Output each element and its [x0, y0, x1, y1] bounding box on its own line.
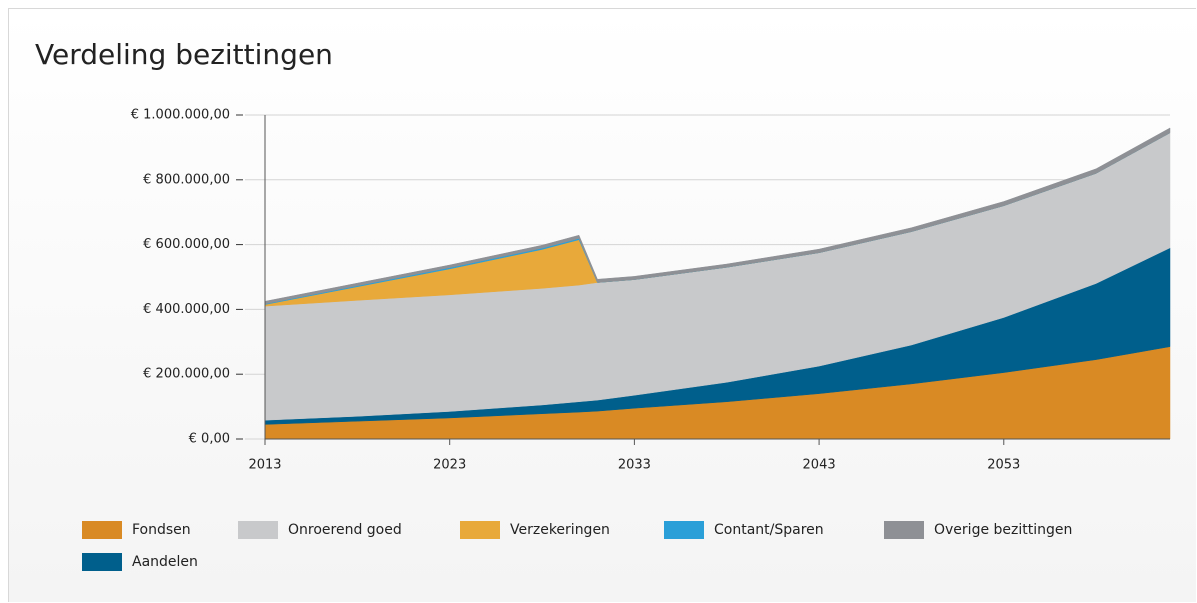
- y-tick-label: € 400.000,00: [143, 302, 230, 317]
- x-tick-label: 2053: [987, 458, 1020, 473]
- legend-label: Fondsen: [132, 522, 191, 538]
- y-tick-label: € 600.000,00: [143, 237, 230, 252]
- x-tick-label: 2033: [618, 458, 651, 473]
- x-tick-label: 2023: [433, 458, 466, 473]
- legend-label: Overige bezittingen: [934, 522, 1072, 538]
- area: [264, 127, 1171, 305]
- y-tick-label: € 1.000.000,00: [131, 108, 230, 123]
- legend-swatch: [664, 521, 704, 539]
- legend-swatch: [82, 521, 122, 539]
- x-tick-label: 2013: [248, 458, 281, 473]
- y-tick-label: € 0,00: [189, 432, 230, 447]
- legend-label: Contant/Sparen: [714, 522, 824, 538]
- legend-swatch: [460, 521, 500, 539]
- chart-title: Verdeling bezittingen: [35, 38, 333, 71]
- legend-swatch: [884, 521, 924, 539]
- y-tick-label: € 800.000,00: [143, 172, 230, 187]
- legend-swatch: [82, 553, 122, 571]
- legend-label: Aandelen: [132, 554, 198, 570]
- x-tick-label: 2043: [803, 458, 836, 473]
- legend-label: Verzekeringen: [510, 522, 610, 538]
- y-tick-label: € 200.000,00: [143, 367, 230, 382]
- legend-swatch: [238, 521, 278, 539]
- legend-label: Onroerend goed: [288, 522, 402, 538]
